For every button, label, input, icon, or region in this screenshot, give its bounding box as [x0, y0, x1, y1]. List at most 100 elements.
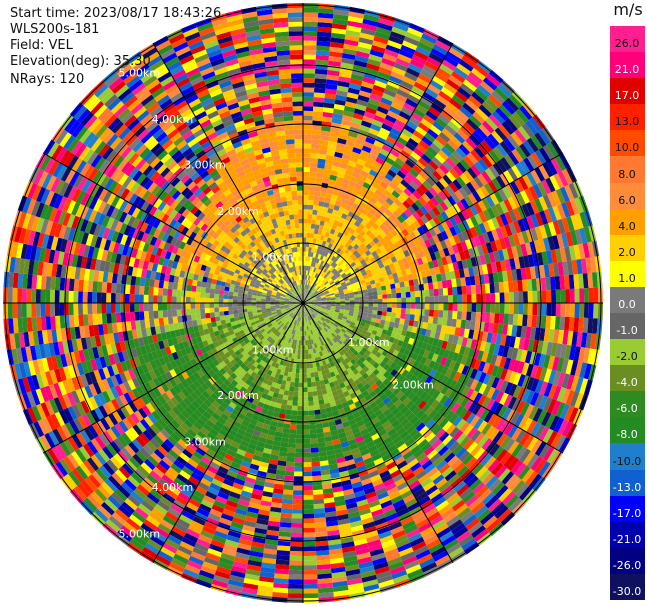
gate-cell — [291, 523, 303, 528]
gate-cell — [302, 303, 303, 308]
gate-cell — [316, 299, 322, 301]
gate-cell — [557, 329, 565, 345]
gate-cell — [327, 277, 333, 283]
gate-cell — [445, 423, 456, 435]
gate-cell — [293, 309, 297, 314]
gate-cell — [504, 259, 512, 271]
gate-cell — [276, 550, 290, 556]
gate-cell — [143, 519, 158, 531]
gate-cell — [390, 71, 404, 81]
gate-cell — [312, 300, 317, 302]
gate-cell — [498, 281, 505, 293]
gate-cell — [303, 124, 313, 130]
gate-cell — [314, 262, 319, 268]
gate-cell — [318, 451, 328, 457]
gate-cell — [328, 288, 333, 292]
gate-cell — [359, 341, 366, 348]
gate-cell — [316, 167, 325, 174]
gate-cell — [311, 276, 315, 282]
gate-cell — [152, 466, 165, 478]
gate-cell — [389, 384, 398, 393]
gate-cell — [478, 124, 492, 137]
gate-cell — [443, 55, 459, 68]
gate-cell — [407, 391, 416, 401]
gate-cell — [237, 543, 252, 551]
gate-cell — [388, 561, 404, 571]
gate-cell — [431, 353, 439, 363]
gate-cell — [500, 213, 509, 226]
gate-cell — [304, 312, 307, 317]
gate-cell — [450, 477, 463, 489]
gate-cell — [240, 369, 247, 376]
gate-cell — [338, 71, 352, 79]
gate-cell — [303, 209, 308, 215]
gate-cell — [293, 391, 299, 397]
gate-cell — [209, 461, 220, 471]
gate-cell — [344, 34, 360, 42]
gate-cell — [530, 378, 540, 392]
gate-cell — [507, 134, 520, 149]
gate-cell — [521, 203, 531, 218]
gate-cell — [428, 186, 438, 197]
gate-cell — [448, 441, 460, 453]
gate-cell — [583, 226, 592, 243]
gate-cell — [434, 39, 451, 52]
gate-cell — [277, 343, 282, 349]
gate-cell — [436, 324, 442, 333]
gate-cell — [332, 209, 339, 216]
gate-cell — [526, 453, 539, 469]
gate-cell — [476, 350, 485, 361]
gate-cell — [310, 276, 314, 282]
gate-cell — [273, 407, 281, 413]
gate-cell — [513, 372, 522, 386]
gate-cell — [241, 350, 248, 357]
gate-cell — [386, 239, 394, 247]
gate-cell — [200, 530, 214, 540]
gate-cell — [307, 275, 311, 281]
gate-cell — [386, 341, 393, 348]
gate-cell — [307, 304, 313, 306]
gate-cell — [413, 368, 421, 377]
gate-cell — [417, 226, 425, 235]
gate-cell — [408, 261, 415, 269]
gate-cell — [305, 295, 310, 300]
gate-cell — [305, 284, 307, 290]
gate-cell — [261, 495, 273, 503]
gate-cell — [392, 338, 400, 345]
gate-cell — [292, 319, 296, 325]
gate-cell — [281, 432, 290, 439]
gate-cell — [394, 157, 405, 167]
gate-cell — [366, 316, 372, 322]
gate-cell — [265, 327, 271, 333]
gate-cell — [369, 196, 378, 205]
gate-cell — [443, 303, 449, 311]
gate-cell — [320, 295, 326, 299]
gate-cell — [481, 264, 489, 275]
gate-cell — [303, 218, 308, 224]
gate-cell — [301, 307, 303, 313]
gate-cell — [315, 238, 320, 245]
gate-cell — [201, 382, 209, 391]
gate-cell — [505, 494, 519, 509]
gate-cell — [317, 582, 333, 589]
gate-cell — [330, 386, 337, 393]
gate-cell — [303, 213, 308, 219]
gate-cell — [538, 395, 549, 410]
gate-cell — [531, 315, 538, 328]
gate-cell — [373, 420, 383, 429]
gate-cell — [367, 328, 373, 334]
gate-cell — [547, 192, 557, 208]
gate-cell — [511, 325, 518, 337]
gate-cell — [329, 328, 335, 333]
gate-cell — [392, 327, 399, 334]
gate-cell — [454, 405, 465, 416]
gate-cell — [461, 337, 469, 347]
gate-cell — [372, 513, 386, 522]
gate-cell — [170, 396, 180, 407]
gate-cell — [364, 436, 374, 445]
gate-cell — [411, 272, 418, 280]
gate-cell — [514, 178, 525, 193]
gate-cell — [327, 315, 333, 320]
gate-cell — [483, 183, 494, 196]
gate-cell — [551, 303, 557, 317]
